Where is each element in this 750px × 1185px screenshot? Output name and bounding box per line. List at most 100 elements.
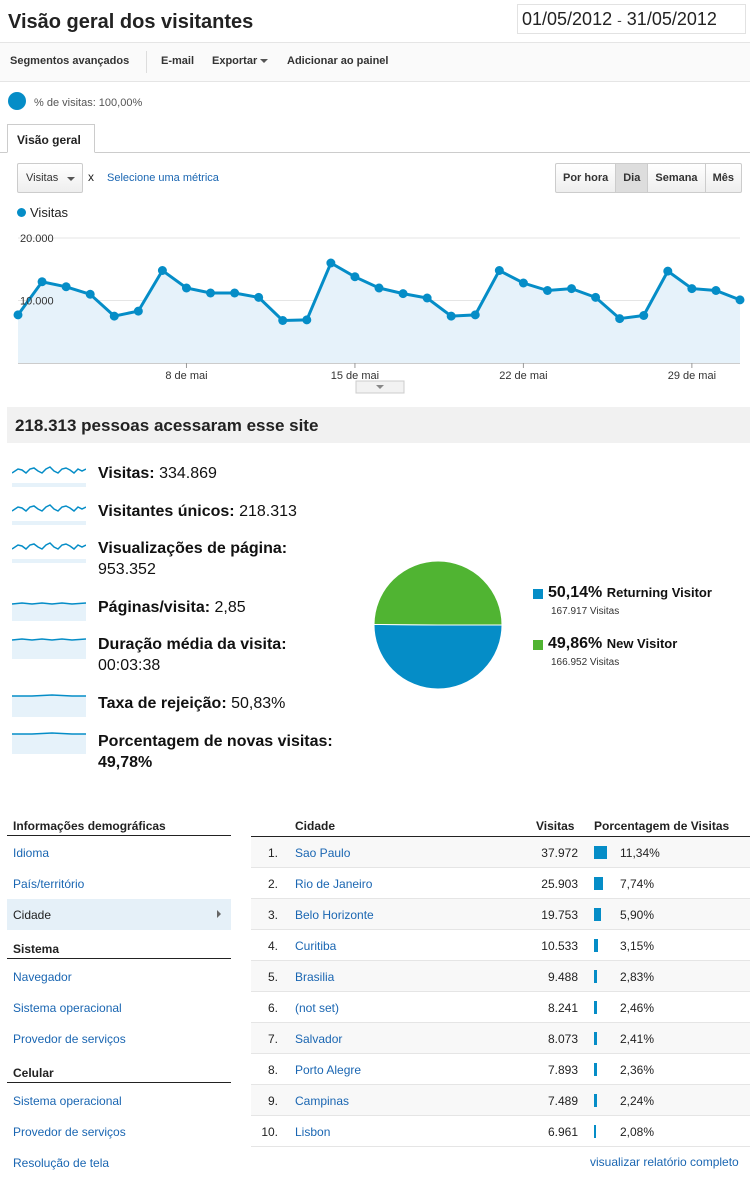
nav-item-mobile-provider[interactable]: Provedor de serviços (13, 1125, 126, 1139)
row-city-link[interactable]: Brasilia (295, 970, 335, 984)
row-city-link[interactable]: Lisbon (295, 1125, 331, 1139)
row-city-link[interactable]: Campinas (295, 1094, 350, 1108)
chart-point[interactable] (735, 295, 745, 305)
row-city-link[interactable]: Salvador (295, 1032, 343, 1046)
row-pct: 2,83% (620, 970, 655, 984)
row-pct-bar (594, 846, 607, 859)
chart-point[interactable] (591, 292, 601, 302)
chart-point[interactable] (663, 266, 673, 276)
chart-point[interactable] (687, 284, 697, 294)
row-city-link[interactable]: Rio de Janeiro (295, 877, 373, 891)
nav-item-os[interactable]: Sistema operacional (13, 1001, 122, 1015)
chart-point[interactable] (542, 286, 552, 295)
table-row: 8. Porto Alegre 7.893 2,36% (251, 1054, 750, 1085)
chart-points (13, 258, 745, 325)
row-rank: 5. (267, 970, 278, 984)
nav-item-language[interactable]: Idioma (13, 846, 50, 860)
chart-point[interactable] (567, 284, 577, 294)
metric-select[interactable]: Visitas (17, 163, 83, 193)
chart-collapse-handle[interactable] (355, 380, 405, 394)
email-button[interactable]: E-mail (161, 55, 195, 67)
row-city-link[interactable]: Sao Paulo (295, 846, 351, 860)
nav-item-country[interactable]: País/território (13, 877, 85, 891)
nav-item-resolution[interactable]: Resolução de tela (13, 1156, 110, 1170)
header: Visão geral dos visitantes 01/05/2012 - … (0, 0, 750, 42)
chart-area-fill (18, 263, 740, 363)
row-pct: 2,24% (620, 1094, 655, 1108)
metric-label: Duração média da visita: (98, 636, 287, 653)
chart-point[interactable] (13, 310, 23, 320)
nav-item-provider[interactable]: Provedor de serviços (13, 1032, 126, 1046)
row-pct: 3,15% (620, 939, 655, 953)
chart-point[interactable] (446, 311, 456, 321)
chart-point[interactable] (181, 283, 191, 293)
chart-point[interactable] (350, 272, 360, 282)
nav-item-browser[interactable]: Navegador (13, 970, 72, 984)
chart-point[interactable] (518, 278, 528, 288)
table-row: 10. Lisbon 6.961 2,08% (251, 1116, 750, 1147)
chart-point[interactable] (85, 289, 95, 299)
date-separator: - (617, 12, 622, 28)
time-granularity-buttons: Por hora Dia Semana Mês (555, 163, 742, 193)
chart-point[interactable] (37, 277, 47, 287)
add-to-dashboard-button[interactable]: Adicionar ao painel (287, 55, 389, 67)
sparkline-icon[interactable] (12, 728, 86, 754)
full-report-link[interactable]: visualizar relatório completo (590, 1155, 739, 1169)
chart-point[interactable] (278, 316, 288, 325)
metric-label: Páginas/visita: (98, 599, 211, 616)
chart-point[interactable] (61, 282, 71, 292)
chart-legend-label: Visitas (30, 205, 69, 220)
chart-point[interactable] (254, 292, 264, 302)
sparkline-icon[interactable] (12, 595, 86, 621)
chart-point[interactable] (302, 315, 312, 325)
nav-item-city[interactable]: Cidade (7, 899, 231, 930)
metric-value: 49,78% (98, 754, 153, 771)
select-metric-link[interactable]: Selecione uma métrica (107, 172, 219, 184)
tab-overview[interactable]: Visão geral (7, 124, 95, 153)
chart-point[interactable] (639, 311, 649, 320)
chart-point[interactable] (711, 286, 721, 295)
chart-point[interactable] (615, 314, 625, 324)
month-button[interactable]: Mês (712, 172, 734, 184)
day-button[interactable]: Dia (616, 164, 649, 192)
chart-point[interactable] (206, 288, 216, 298)
advanced-segments-button[interactable]: Segmentos avançados (10, 55, 130, 67)
chart-point[interactable] (422, 293, 432, 303)
row-pct-bar (594, 1094, 597, 1107)
row-visits: 37.972 (541, 846, 578, 860)
row-visits: 19.753 (541, 908, 578, 922)
chart-legend: Visitas (17, 205, 68, 220)
row-city-link[interactable]: Porto Alegre (295, 1063, 362, 1077)
x-tick-label: 15 de mai (331, 370, 379, 382)
chart-point[interactable] (398, 289, 408, 299)
chart-point[interactable] (230, 288, 240, 298)
row-pct: 2,08% (620, 1125, 655, 1139)
row-city-link[interactable]: (not set) (295, 1001, 340, 1015)
chart-point[interactable] (133, 306, 143, 316)
sparkline-icon[interactable] (12, 461, 86, 487)
sparkline-icon[interactable] (12, 633, 86, 659)
row-city-link[interactable]: Belo Horizonte (295, 908, 374, 922)
row-city-link[interactable]: Curitiba (295, 939, 337, 953)
sparkline-icon[interactable] (12, 537, 86, 563)
chevron-down-icon (376, 385, 384, 389)
chart-point[interactable] (470, 310, 480, 320)
x-tick-label: 29 de mai (668, 370, 716, 382)
date-range-picker[interactable]: 01/05/2012 - 31/05/2012 (517, 4, 746, 34)
sparkline-icon[interactable] (12, 499, 86, 525)
week-button[interactable]: Semana (648, 164, 706, 192)
hourly-button[interactable]: Por hora (556, 164, 617, 192)
chart-point[interactable] (326, 258, 336, 268)
metric-label: Visitas: (98, 465, 155, 482)
nav-item-mobile-os[interactable]: Sistema operacional (13, 1094, 122, 1108)
x-tick-label: 8 de mai (165, 370, 207, 382)
pie-slice-returning (373, 623, 503, 690)
chart-point[interactable] (109, 311, 119, 321)
chart-point[interactable] (374, 283, 384, 293)
row-pct: 2,41% (620, 1032, 655, 1046)
row-pct: 11,34% (620, 846, 660, 860)
chart-point[interactable] (494, 266, 504, 275)
sparkline-icon[interactable] (12, 691, 86, 717)
chart-point[interactable] (157, 266, 167, 275)
export-button[interactable]: Exportar (212, 55, 269, 67)
